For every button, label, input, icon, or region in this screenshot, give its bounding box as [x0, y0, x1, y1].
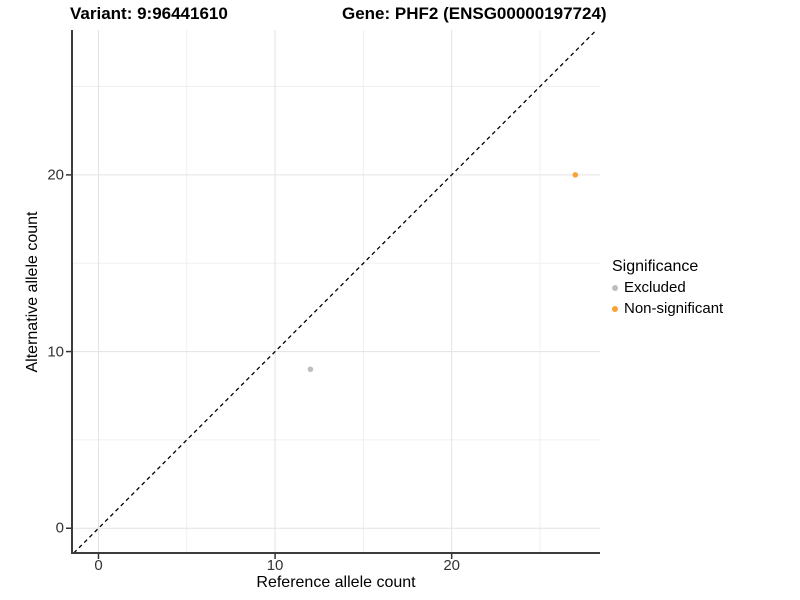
data-point-excluded [307, 366, 314, 373]
non-significant-swatch-icon [612, 305, 618, 312]
legend-label-non-significant: Non-significant [624, 300, 724, 317]
x-tick-label: 20 [443, 557, 460, 574]
y-tick-label: 10 [47, 343, 64, 361]
x-axis-title: Reference allele count [256, 574, 416, 591]
legend-item-non-significant: Non-significant [612, 298, 723, 319]
x-tick-label: 0 [94, 557, 103, 574]
legend-item-excluded: Excluded [612, 277, 723, 298]
identity-line [73, 29, 597, 554]
plot-title-variant: Variant: 9:96441610 [70, 4, 228, 23]
x-tick-label: 10 [266, 557, 284, 574]
plot-title-gene: Gene: PHF2 (ENSG00000197724) [342, 4, 607, 23]
data-point-non-significant [572, 172, 579, 178]
excluded-swatch-icon [612, 284, 618, 291]
legend: Significance Excluded Non-significant [612, 256, 723, 319]
legend-label-excluded: Excluded [624, 279, 686, 296]
legend-title: Significance [612, 258, 699, 275]
y-tick-label: 20 [47, 166, 64, 184]
y-tick-label: 0 [55, 519, 64, 537]
